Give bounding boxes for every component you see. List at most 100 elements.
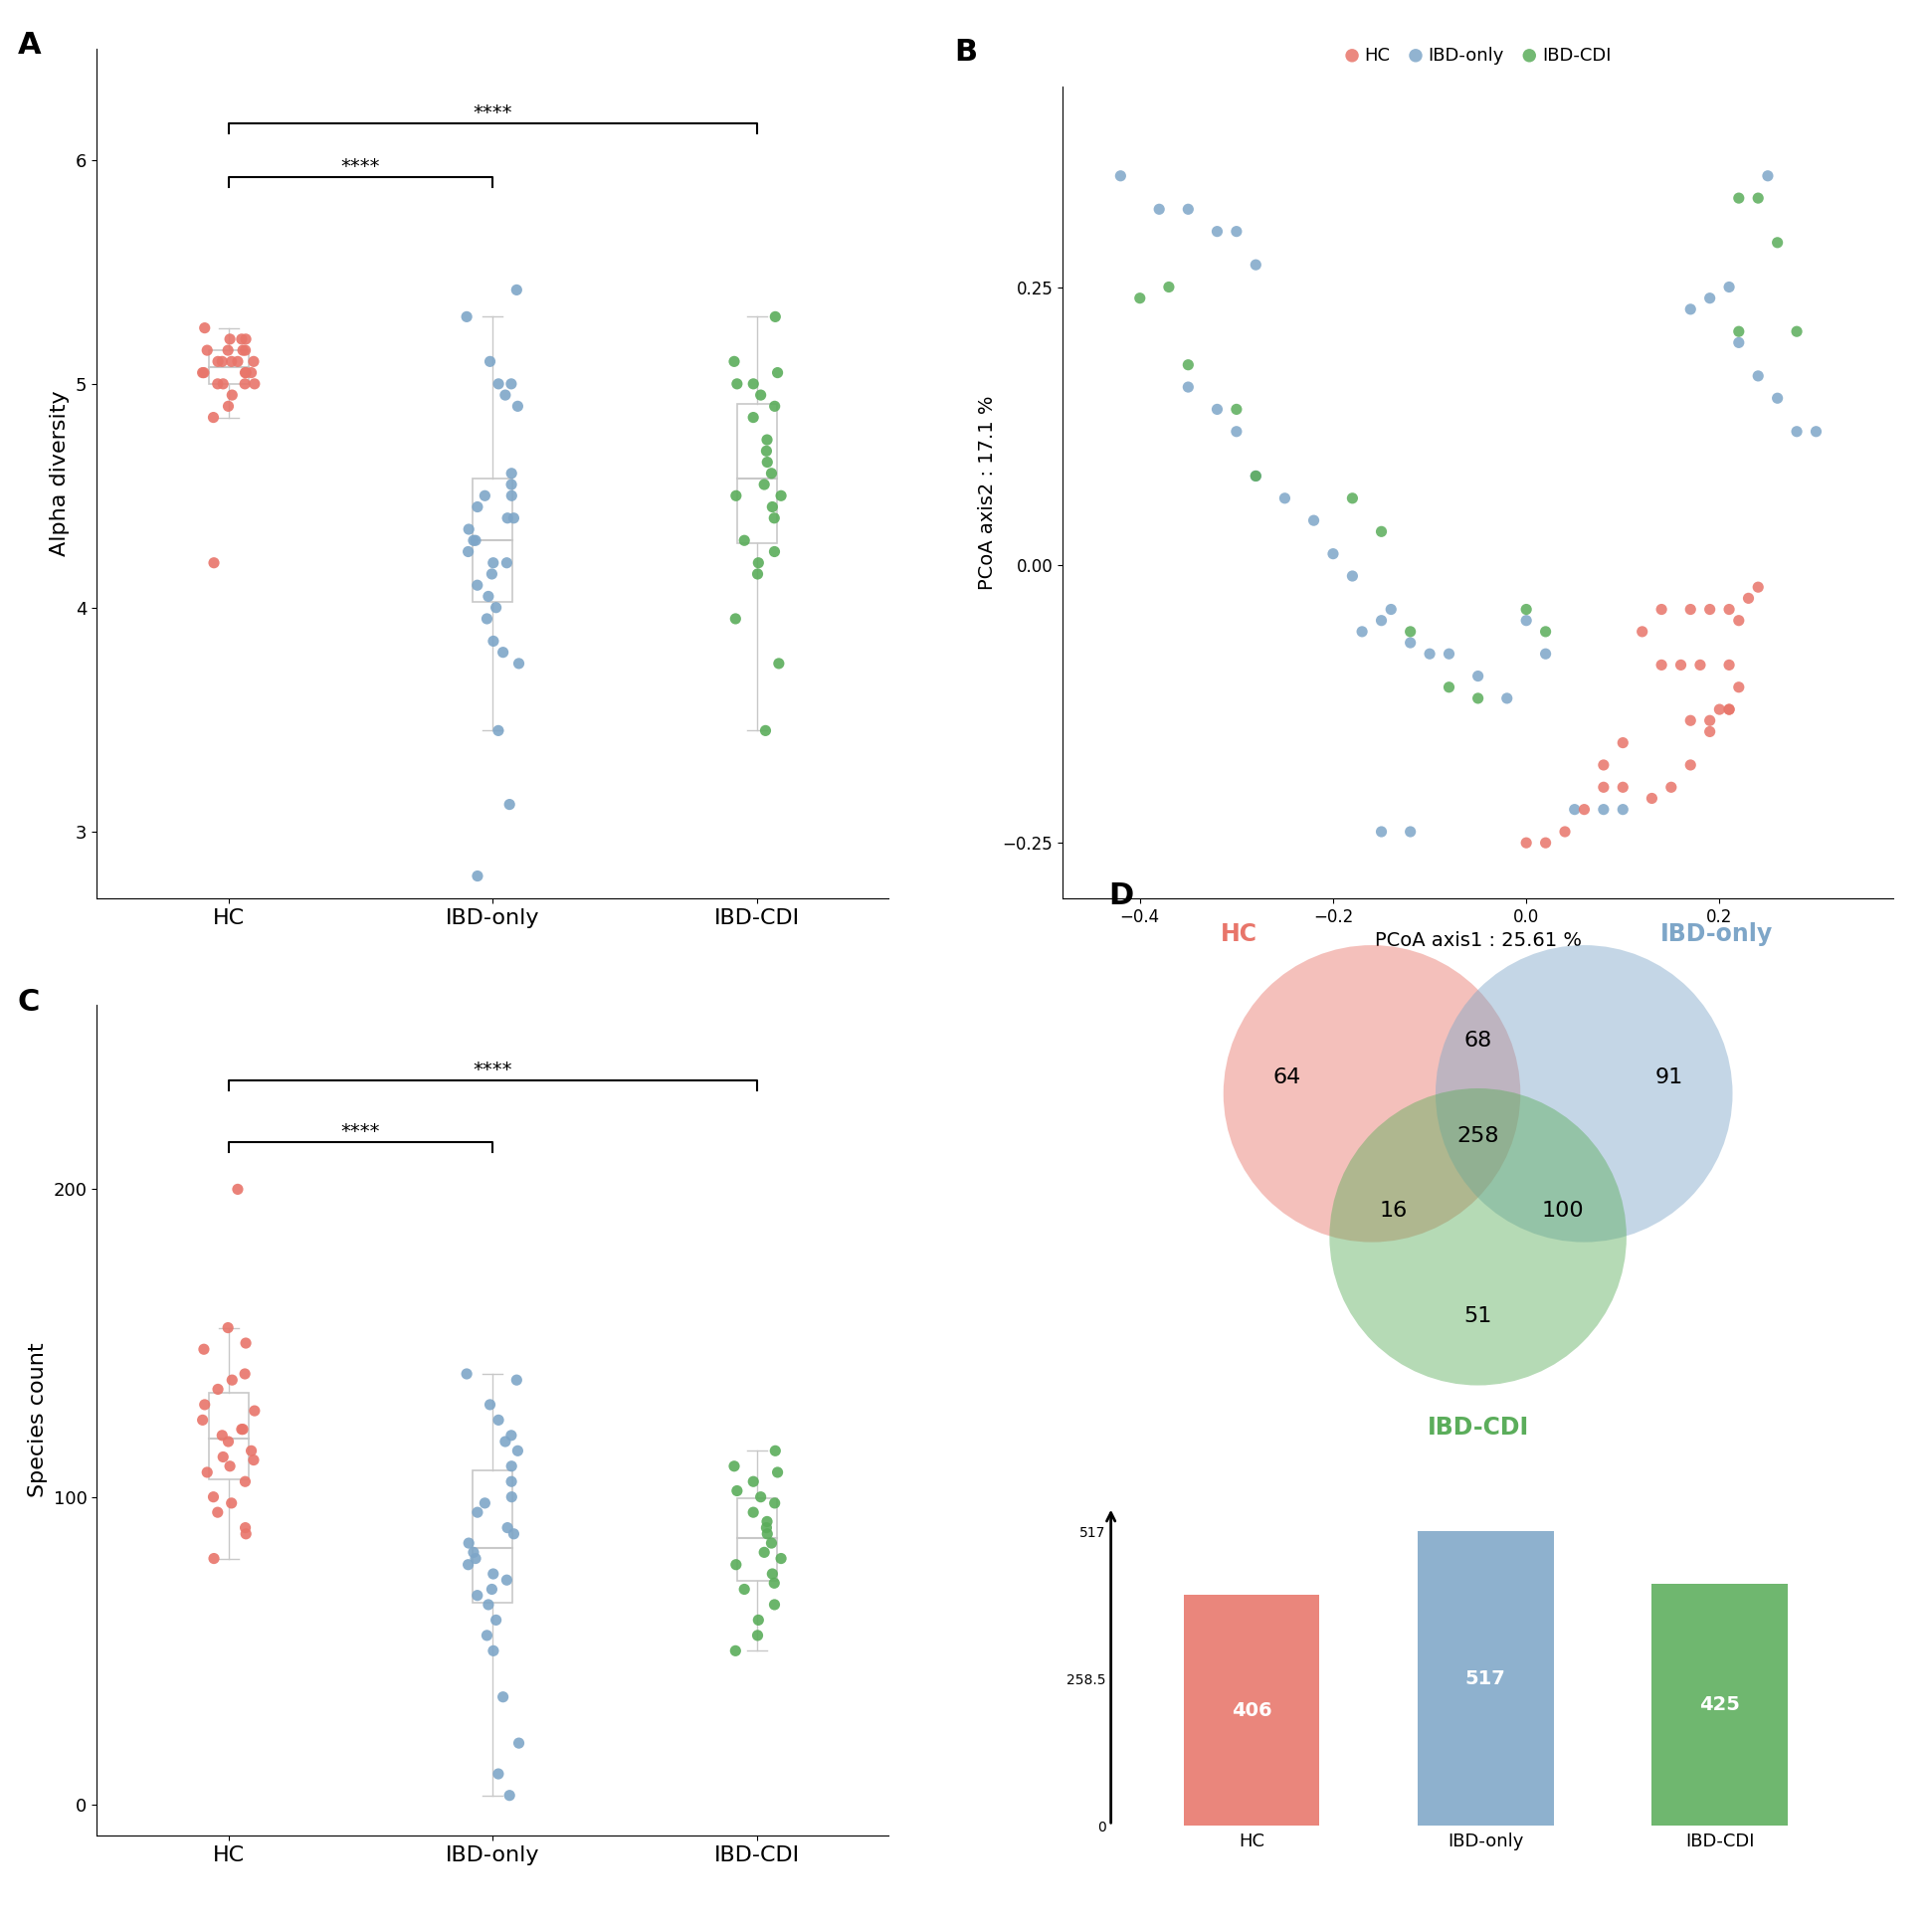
IBD-only — [1492, 682, 1522, 713]
Point — [763, 647, 794, 678]
Text: 16: 16 — [1379, 1200, 1406, 1221]
Point — [759, 537, 790, 568]
IBD-only — [1607, 794, 1638, 825]
Y-axis label: Species count: Species count — [27, 1343, 48, 1497]
IBD-only — [1202, 216, 1233, 247]
Point — [500, 274, 531, 305]
HC — [1714, 649, 1745, 680]
IBD-CDI — [1124, 282, 1155, 313]
Point — [203, 1497, 234, 1528]
Point — [487, 1681, 518, 1712]
IBD-CDI — [1240, 460, 1271, 491]
Point — [460, 1544, 491, 1575]
Point — [504, 1727, 535, 1758]
Text: 425: 425 — [1700, 1694, 1741, 1714]
Point — [477, 547, 508, 578]
Point — [230, 1327, 261, 1358]
Point — [721, 1549, 752, 1580]
Point — [497, 1451, 527, 1482]
Point — [721, 481, 752, 512]
Point — [452, 537, 483, 568]
HC — [1714, 593, 1745, 624]
Point — [742, 1619, 773, 1650]
Point — [497, 469, 527, 500]
Point — [761, 1457, 792, 1488]
Point — [738, 1466, 769, 1497]
Point — [759, 1488, 790, 1519]
Point — [216, 346, 247, 377]
Bar — [736, 404, 777, 543]
HC — [1636, 782, 1667, 813]
HC — [1694, 593, 1725, 624]
HC — [1549, 815, 1580, 846]
Point — [228, 334, 259, 365]
Point — [199, 547, 230, 578]
IBD-CDI — [1511, 593, 1542, 624]
IBD-only — [1376, 593, 1406, 624]
Point — [462, 1580, 493, 1611]
Point — [719, 346, 750, 377]
Point — [213, 1426, 243, 1457]
Point — [203, 1374, 234, 1405]
Text: ****: **** — [473, 102, 512, 122]
HC — [1607, 771, 1638, 802]
Text: B: B — [954, 39, 978, 68]
HC — [1511, 827, 1542, 858]
IBD-only — [1105, 160, 1136, 191]
Point — [189, 357, 220, 388]
IBD-only — [1511, 605, 1542, 636]
IBD-CDI — [1723, 184, 1754, 214]
HC — [1656, 771, 1687, 802]
Point — [187, 357, 218, 388]
Point — [728, 526, 759, 556]
Point — [454, 514, 485, 545]
Point — [230, 1513, 261, 1544]
Point — [473, 582, 504, 612]
Text: ****: **** — [340, 156, 381, 176]
IBD-only — [1743, 361, 1774, 392]
IBD-only — [1694, 282, 1725, 313]
Point — [230, 1358, 261, 1389]
Text: 517: 517 — [1464, 1669, 1505, 1689]
IBD-only — [1752, 160, 1783, 191]
Point — [475, 1389, 506, 1420]
Point — [477, 1559, 508, 1590]
HC — [1733, 583, 1764, 614]
Point — [214, 1451, 245, 1482]
IBD-only — [1559, 794, 1590, 825]
Y-axis label: Alpha diversity: Alpha diversity — [50, 390, 70, 556]
IBD-CDI — [1530, 616, 1561, 647]
Text: 258: 258 — [1457, 1126, 1499, 1146]
Point — [473, 1590, 504, 1621]
IBD-only — [1714, 272, 1745, 303]
Point — [744, 547, 775, 578]
Point — [216, 379, 247, 410]
Point — [721, 1634, 752, 1665]
Point — [491, 1426, 522, 1457]
IBD-only — [1221, 216, 1252, 247]
Point — [750, 469, 781, 500]
Point — [226, 325, 257, 355]
Point — [483, 1758, 514, 1789]
Bar — [209, 1393, 249, 1480]
Point — [454, 1528, 485, 1559]
Text: 91: 91 — [1656, 1068, 1683, 1088]
Point — [759, 1590, 790, 1621]
Point — [230, 369, 261, 400]
HC — [1530, 827, 1561, 858]
Point — [207, 1420, 238, 1451]
Bar — [1184, 1594, 1320, 1826]
HC — [1607, 726, 1638, 757]
Circle shape — [1223, 945, 1520, 1242]
Bar — [473, 479, 512, 603]
Point — [752, 446, 782, 477]
Point — [207, 346, 238, 377]
Point — [721, 603, 752, 634]
Point — [216, 1488, 247, 1519]
Text: IBD-only: IBD-only — [1660, 923, 1774, 947]
Point — [230, 325, 261, 355]
IBD-only — [1202, 394, 1233, 425]
Point — [752, 425, 782, 456]
Legend: HC, IBD-only, IBD-CDI: HC, IBD-only, IBD-CDI — [1337, 39, 1619, 71]
Point — [238, 346, 269, 377]
